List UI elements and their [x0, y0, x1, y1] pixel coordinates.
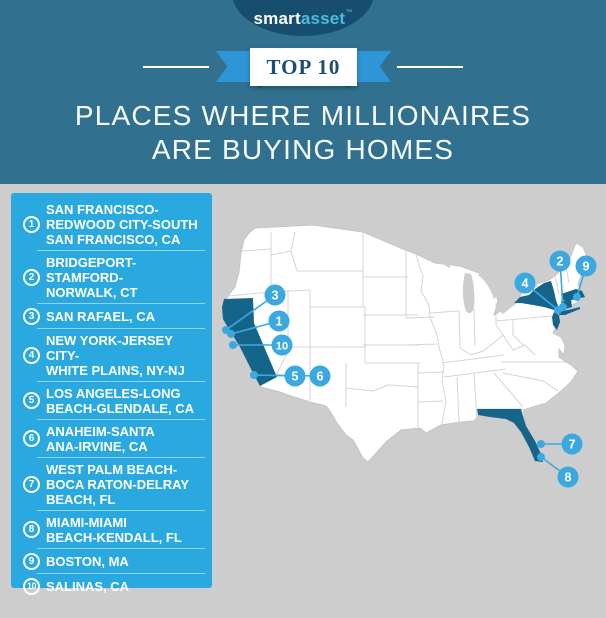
list-divider — [37, 573, 205, 574]
state-new-jersey — [552, 312, 560, 330]
title-line-2: ARE BUYING HOMES — [151, 134, 455, 165]
highlighted-states — [222, 281, 585, 462]
list-item-label: SAN RAFAEL, CA — [46, 308, 156, 324]
list-divider — [37, 303, 205, 304]
marker-number-6: 6 — [317, 370, 324, 384]
logo-text-asset: asset — [300, 9, 346, 28]
state-new-york — [514, 281, 560, 313]
marker-number-10: 10 — [276, 341, 288, 353]
list-item: 6 ANAHEIM-SANTA ANA-IRVINE, CA — [11, 420, 212, 457]
rank-badge: 9 — [23, 552, 40, 570]
rank-badge: 1 — [23, 215, 40, 233]
ribbon-rule-left — [143, 66, 209, 68]
marker-dot-10 — [229, 341, 237, 349]
map-marker-1 — [268, 310, 290, 332]
header: smartasset™ TOP 10 PLACES WHERE MILLIONA… — [0, 0, 606, 184]
list-item-label: NEW YORK-JERSEY CITY- WHITE PLAINS, NY-N… — [46, 332, 185, 378]
marker-dot-9 — [573, 293, 581, 301]
list-item: 2 BRIDGEPORT- STAMFORD- NORWALK, CT — [11, 251, 212, 303]
rank-badge: 4 — [23, 346, 40, 364]
map-markers: 3 1 10 6 5 4 2 9 7 8 — [222, 250, 597, 488]
list-divider — [37, 250, 205, 251]
lake-michigan — [462, 273, 475, 314]
list-divider — [37, 419, 205, 420]
marker-dot-7 — [537, 440, 545, 448]
list-item-label: BOSTON, MA — [46, 553, 129, 569]
marker-dot-2 — [559, 303, 567, 311]
state-borders — [226, 231, 570, 427]
long-island — [559, 307, 580, 315]
map-marker-6 — [309, 365, 331, 387]
map-marker-3 — [264, 284, 286, 306]
state-california — [222, 298, 277, 386]
rank-badge: 6 — [23, 430, 40, 447]
list-item: 8 MIAMI-MIAMI BEACH-KENDALL, FL — [11, 511, 212, 548]
list-item: 10 SALINAS, CA — [11, 574, 212, 598]
map-marker-5 — [284, 365, 306, 387]
list-item: 5 LOS ANGELES-LONG BEACH-GLENDALE, CA — [11, 382, 212, 419]
list-item-label: WEST PALM BEACH- BOCA RATON-DELRAY BEACH… — [46, 461, 190, 507]
list-item-label: MIAMI-MIAMI BEACH-KENDALL, FL — [46, 514, 182, 545]
list-item-label: SALINAS, CA — [46, 578, 130, 594]
marker-number-9: 9 — [583, 260, 590, 274]
map-marker-2 — [549, 250, 571, 272]
list-item: 7 WEST PALM BEACH- BOCA RATON-DELRAY BEAC… — [11, 458, 212, 510]
rank-badge: 5 — [23, 392, 40, 409]
page-title: PLACES WHERE MILLIONAIRES ARE BUYING HOM… — [0, 99, 606, 167]
marker-dot-5 — [250, 371, 258, 379]
list-divider — [37, 548, 205, 549]
lake-superior — [407, 245, 453, 268]
marker-number-4: 4 — [522, 277, 529, 291]
marker-number-5: 5 — [292, 370, 299, 384]
map-marker-9 — [575, 255, 597, 277]
ribbon-fold-right — [345, 82, 357, 90]
rank-badge: 2 — [23, 268, 40, 286]
logo-text-smart: smart — [253, 9, 301, 28]
list-item-label: BRIDGEPORT- STAMFORD- NORWALK, CT — [46, 254, 138, 300]
ribbon-wing-right — [351, 51, 391, 82]
marker-dot-8 — [537, 453, 545, 461]
marker-number-1: 1 — [276, 315, 283, 329]
marker-number-3: 3 — [272, 289, 279, 303]
ribbon-fold-left — [250, 82, 262, 90]
list-divider — [37, 457, 205, 458]
marker-number-8: 8 — [565, 471, 572, 485]
list-divider — [37, 510, 205, 511]
us-map: 3 1 10 6 5 4 2 9 7 8 — [222, 224, 597, 488]
map-marker-4 — [514, 272, 536, 294]
rank-badge: 3 — [23, 307, 40, 325]
top10-banner: TOP 10 — [250, 48, 357, 86]
smartasset-logo: smartasset™ — [0, 9, 606, 29]
ribbon-rule-right — [397, 66, 463, 68]
list-item-label: LOS ANGELES-LONG BEACH-GLENDALE, CA — [46, 385, 195, 416]
list-item: 1 SAN FRANCISCO- REDWOOD CITY-SOUTH SAN F… — [11, 198, 212, 250]
rank-badge: 10 — [23, 577, 40, 595]
marker-number-2: 2 — [557, 255, 564, 269]
marker-dot-1 — [227, 330, 235, 338]
map-marker-8 — [557, 466, 579, 488]
list-item-label: SAN FRANCISCO- REDWOOD CITY-SOUTH SAN FR… — [46, 201, 198, 247]
marker-number-7: 7 — [569, 438, 576, 452]
list-divider — [37, 328, 205, 329]
rank-badge: 8 — [23, 521, 40, 538]
list-divider — [37, 381, 205, 382]
top10-list-panel: 1 SAN FRANCISCO- REDWOOD CITY-SOUTH SAN F… — [11, 193, 212, 595]
lake-huron — [478, 272, 499, 299]
trademark-symbol: ™ — [345, 9, 353, 16]
list-item: 9 BOSTON, MA — [11, 549, 212, 573]
title-line-1: PLACES WHERE MILLIONAIRES — [74, 100, 532, 131]
list-item: 4 NEW YORK-JERSEY CITY- WHITE PLAINS, NY-… — [11, 329, 212, 381]
rank-badge: 7 — [23, 475, 40, 493]
list-item-label: ANAHEIM-SANTA ANA-IRVINE, CA — [46, 423, 155, 454]
state-florida — [477, 409, 543, 462]
map-marker-10 — [271, 334, 293, 356]
list-item: 3 SAN RAFAEL, CA — [11, 304, 212, 328]
map-marker-7 — [561, 433, 583, 455]
